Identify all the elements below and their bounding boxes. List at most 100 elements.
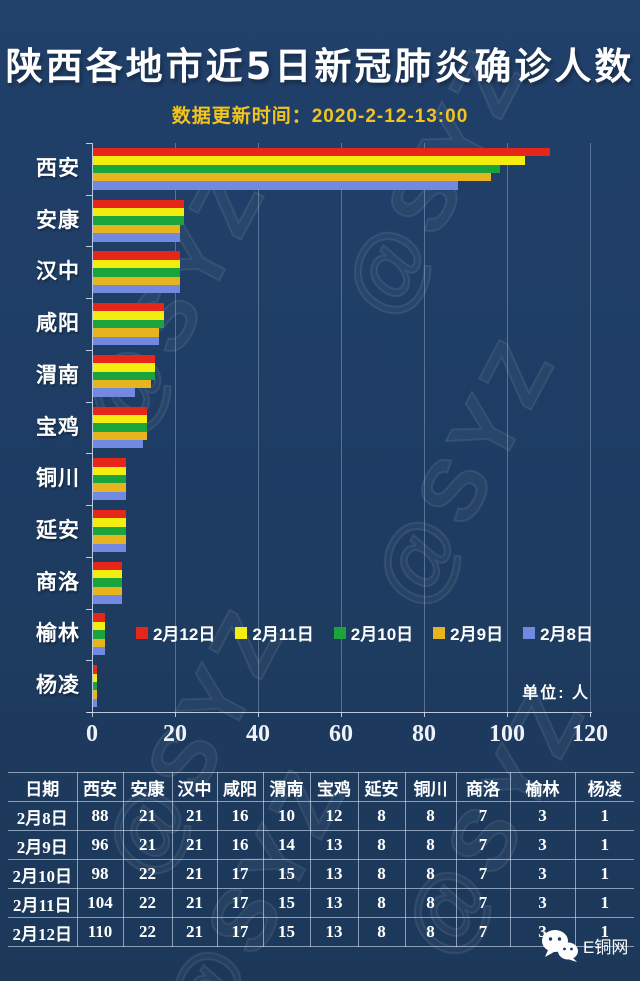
table-cell: 3	[509, 859, 576, 889]
update-time-label: 数据更新时间：2020-2-12-13:00	[171, 106, 469, 127]
table-row-header: 2月11日	[8, 888, 78, 918]
y-axis-tick	[86, 143, 92, 144]
table-cell: 8	[404, 859, 457, 889]
bar	[93, 586, 123, 596]
bar	[93, 595, 123, 604]
table-cell: 1	[574, 917, 634, 947]
y-axis-tick	[86, 712, 92, 713]
category-label: 商洛	[36, 570, 80, 594]
table-header-cell: 榆林	[509, 772, 576, 802]
bar	[93, 535, 127, 544]
bar	[93, 613, 106, 622]
legend-label: 2月8日	[540, 625, 593, 644]
y-axis-tick	[86, 505, 92, 507]
x-axis-tick-label: 20	[163, 721, 187, 747]
legend-swatch	[235, 626, 248, 639]
legend-item: 2月8日	[523, 620, 593, 645]
table-header-cell: 西安	[76, 772, 124, 802]
bar	[93, 475, 127, 484]
legend-item: 2月11日	[235, 620, 314, 645]
table-header-cell: 杨凌	[574, 772, 634, 802]
x-axis-tick	[92, 712, 93, 717]
table-cell: 1	[574, 801, 634, 831]
bar	[93, 147, 550, 157]
x-axis-tick	[590, 712, 591, 717]
table-cell: 16	[216, 830, 264, 860]
table-cell: 7	[455, 888, 511, 918]
footer-brand: E铜网	[541, 929, 628, 962]
bar	[93, 690, 98, 699]
table-cell: 8	[404, 888, 457, 918]
table-cell: 22	[122, 917, 173, 947]
legend-label: 2月10日	[350, 625, 414, 644]
category-label: 宝鸡	[36, 415, 80, 439]
table-cell: 12	[309, 801, 359, 831]
x-axis-tick	[507, 712, 508, 717]
category-label: 延安	[36, 518, 80, 542]
bar	[93, 268, 181, 277]
table-cell: 21	[171, 830, 218, 860]
bar	[93, 414, 147, 424]
y-axis-tick	[86, 660, 92, 662]
legend-swatch	[433, 626, 446, 639]
table-row-header: 2月12日	[8, 917, 78, 947]
bar	[93, 181, 459, 190]
page-title: 陕西各地市近5日新冠肺炎确诊人数	[5, 45, 635, 88]
bar	[93, 284, 181, 294]
table-header-cell: 商洛	[455, 772, 511, 802]
bar	[93, 259, 181, 269]
x-axis-tick-label: 60	[329, 721, 353, 747]
table-cell: 7	[455, 859, 511, 889]
category-label: 榆林	[36, 622, 80, 646]
x-axis-tick-label: 80	[412, 721, 436, 747]
y-axis-tick	[86, 298, 92, 300]
bar	[93, 303, 164, 312]
table-cell: 110	[76, 917, 124, 947]
table-cell: 17	[216, 888, 264, 918]
grid-line	[258, 143, 259, 712]
legend-swatch	[135, 626, 148, 639]
category-label: 铜川	[36, 467, 80, 491]
table-cell: 21	[171, 888, 218, 918]
bar	[93, 371, 156, 380]
table-cell: 21	[171, 917, 218, 947]
legend-label: 2月9日	[450, 625, 504, 644]
category-label: 西安	[36, 156, 80, 180]
table-cell: 21	[171, 859, 218, 889]
grid-line	[341, 143, 342, 712]
bar	[93, 251, 181, 260]
table-header-cell: 宝鸡	[309, 772, 359, 802]
table-cell: 7	[455, 801, 511, 831]
table-cell: 88	[76, 801, 124, 831]
x-axis-tick	[258, 712, 259, 717]
table-cell: 8	[357, 830, 406, 860]
bar	[93, 483, 127, 492]
category-label: 杨凌	[36, 674, 80, 698]
y-axis-tick	[86, 194, 92, 196]
bar	[93, 621, 106, 631]
grid-line	[507, 143, 508, 712]
table-cell: 17	[216, 859, 264, 889]
table-row-header: 2月10日	[8, 859, 78, 889]
table-row-header: 2月9日	[8, 830, 78, 860]
bar	[93, 207, 185, 217]
table-cell: 21	[171, 801, 218, 831]
bar	[93, 311, 164, 320]
table-cell: 10	[262, 801, 311, 831]
table-cell: 15	[262, 888, 311, 918]
bar	[93, 509, 127, 519]
bar	[93, 491, 127, 501]
table-row: 2月8日 88 21 21 16 10 12 8 8 7 3 1	[8, 801, 634, 831]
table-cell: 7	[455, 917, 511, 947]
table-cell: 104	[76, 888, 124, 918]
table-cell: 13	[309, 859, 359, 889]
table-row: 2月10日 98 22 21 17 15 13 8 8 7 3 1	[8, 859, 634, 889]
category-label: 咸阳	[36, 312, 80, 336]
bar	[93, 466, 127, 476]
wechat-icon	[541, 929, 579, 962]
bar	[93, 440, 143, 449]
table-header-cell: 铜川	[404, 772, 457, 802]
table-row: 2月9日 96 21 21 16 14 13 8 8 7 3 1	[8, 830, 634, 860]
bar	[93, 363, 156, 372]
table-cell: 8	[357, 859, 406, 889]
